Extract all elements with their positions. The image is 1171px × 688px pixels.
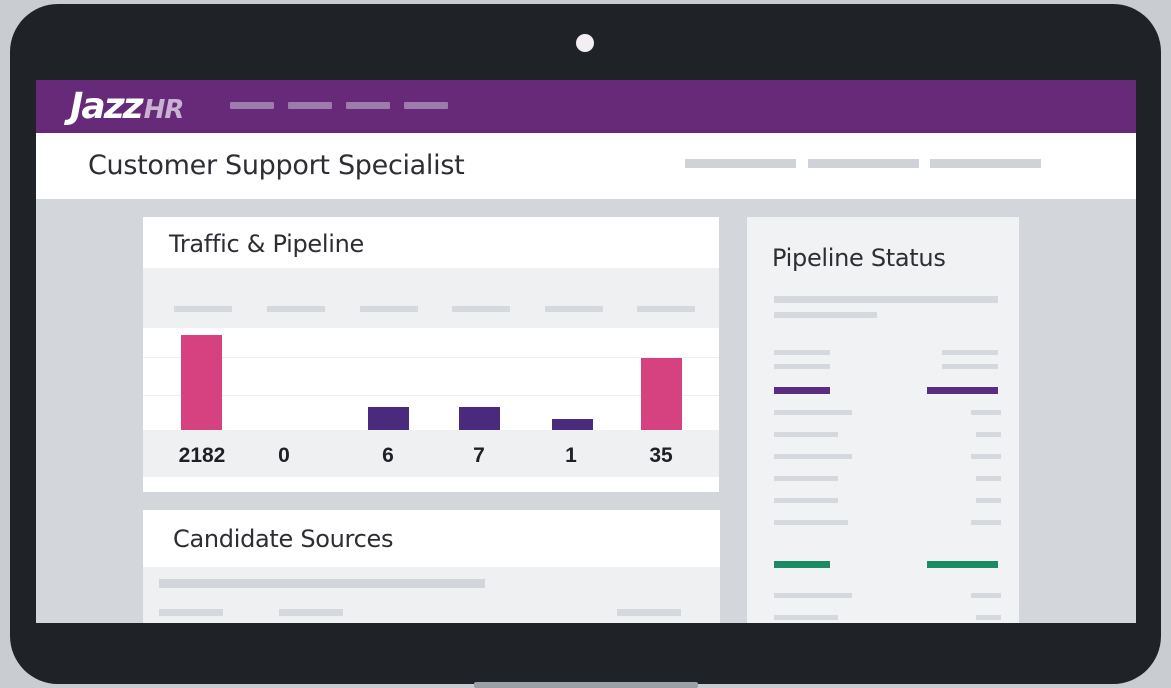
stage-bar-1[interactable] (181, 335, 222, 430)
jazzhr-logo[interactable]: Jazz HR (70, 86, 185, 128)
app-screen: Jazz HR Customer Support Specialist Traff… (36, 80, 1136, 623)
sources-row-placeholder (279, 609, 343, 616)
sources-header-placeholder (159, 579, 485, 588)
status-row-count (971, 520, 1001, 525)
status-summary-line (774, 296, 998, 303)
status-row-label (774, 498, 838, 503)
status-row-count (976, 615, 1001, 620)
stage-count-6[interactable]: 35 (649, 444, 673, 467)
top-navigation-bar: Jazz HR (36, 80, 1136, 133)
stage-count-row: 2182 0 6 7 1 35 (143, 430, 719, 477)
status-row-label (774, 476, 838, 481)
status-row-count (976, 498, 1001, 503)
status-summary-line (774, 312, 877, 318)
traffic-pipeline-card: Traffic & Pipeline 2182 0 6 7 1 35 (143, 217, 719, 492)
grid-line (143, 395, 719, 396)
stage-count-3[interactable]: 6 (382, 444, 394, 467)
candidate-sources-title: Candidate Sources (173, 525, 394, 553)
stage-bar-5[interactable] (552, 419, 593, 430)
stage-count-4[interactable]: 7 (473, 444, 485, 467)
stage-header-3 (360, 306, 418, 312)
stage-bar-3[interactable] (368, 407, 409, 430)
status-value (942, 350, 998, 355)
status-row-label (774, 593, 852, 598)
nav-item-3[interactable] (346, 102, 390, 109)
status-divider-green (774, 561, 830, 568)
stage-count-5[interactable]: 1 (565, 444, 577, 467)
status-row-count (976, 432, 1001, 437)
status-row-count (971, 593, 1001, 598)
status-row-count (971, 454, 1001, 459)
status-label (774, 364, 830, 369)
logo-wordmark: Jazz (70, 86, 144, 127)
pipeline-status-title: Pipeline Status (772, 244, 946, 272)
status-divider-green (927, 561, 998, 568)
traffic-pipeline-title: Traffic & Pipeline (169, 230, 364, 258)
status-value (942, 364, 998, 369)
monitor-stand (474, 682, 698, 688)
candidate-sources-card: Candidate Sources (143, 510, 720, 623)
stage-header-6 (637, 306, 695, 312)
sources-row-placeholder (159, 609, 223, 616)
camera-icon (576, 34, 594, 52)
status-row-label (774, 432, 838, 437)
status-row-count (976, 476, 1001, 481)
grid-line (143, 357, 719, 358)
status-row-label (774, 410, 852, 415)
page-title: Customer Support Specialist (88, 150, 465, 181)
status-row-count (971, 410, 1001, 415)
stage-bar-4[interactable] (459, 407, 500, 430)
stage-header-4 (452, 306, 510, 312)
status-divider-purple (927, 387, 998, 394)
stage-bar-6[interactable] (641, 358, 682, 430)
logo-suffix: HR (143, 95, 185, 125)
stage-header-2 (267, 306, 325, 312)
stage-header-row (143, 268, 719, 328)
stage-count-2[interactable]: 0 (278, 444, 290, 467)
status-row-label (774, 454, 852, 459)
status-divider-purple (774, 387, 830, 394)
status-row-label (774, 520, 848, 525)
header-action-1[interactable] (685, 159, 796, 168)
status-label (774, 350, 830, 355)
job-header: Customer Support Specialist (36, 133, 1136, 199)
sources-row-placeholder (617, 609, 681, 616)
stage-header-5 (545, 306, 603, 312)
nav-item-2[interactable] (288, 102, 332, 109)
header-action-2[interactable] (808, 159, 919, 168)
sources-table (143, 567, 720, 623)
header-action-3[interactable] (930, 159, 1041, 168)
stage-header-1 (174, 306, 232, 312)
nav-item-4[interactable] (404, 102, 448, 109)
stage-count-1[interactable]: 2182 (178, 444, 226, 467)
pipeline-status-panel: Pipeline Status (747, 217, 1019, 623)
nav-item-1[interactable] (230, 102, 274, 109)
status-row-label (774, 615, 838, 620)
